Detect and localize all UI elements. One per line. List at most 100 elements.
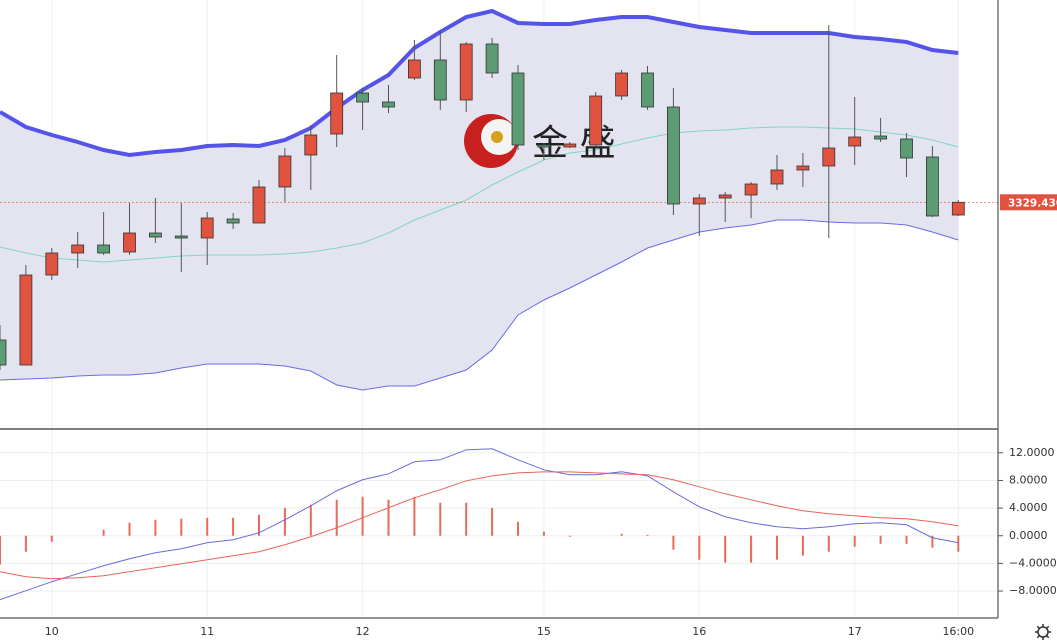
candle-body <box>459 43 473 101</box>
candle-body <box>537 144 551 148</box>
candle-body <box>45 252 59 276</box>
candle-body <box>511 72 525 146</box>
candle-body <box>278 155 292 188</box>
macd-bar <box>258 514 260 536</box>
candle-body <box>226 218 240 224</box>
macd-bar <box>491 507 494 536</box>
macd-bar <box>413 496 416 536</box>
candle-body <box>822 147 836 167</box>
watermark: 金 盛 <box>532 123 615 164</box>
candle-body <box>770 169 784 185</box>
candle-body <box>407 59 421 79</box>
macd-bar <box>776 535 778 560</box>
macd-bar <box>335 499 338 536</box>
x-tick-label: 16 <box>692 625 706 638</box>
macd-bar <box>542 531 545 536</box>
candle-body <box>926 156 939 217</box>
logo <box>491 131 503 143</box>
macd-bar <box>24 535 27 552</box>
candle-body <box>641 72 654 108</box>
y-tick-label: −8.0000 <box>1009 584 1057 597</box>
macd-bar <box>724 535 727 563</box>
macd-bar <box>931 535 934 548</box>
macd-bar <box>361 496 364 536</box>
macd-bar <box>309 504 312 536</box>
candle-body <box>485 43 499 74</box>
candle-body <box>848 136 862 147</box>
macd-bar <box>905 535 908 544</box>
x-tick-label: 10 <box>45 625 59 638</box>
macd-bar <box>957 535 960 552</box>
macd-bar <box>128 522 131 536</box>
band-line <box>0 8 959 158</box>
macd-bar <box>750 535 753 563</box>
macd-bar <box>698 535 701 560</box>
candle-body <box>123 232 136 253</box>
last-price-box <box>1000 194 1057 211</box>
macd-bar <box>50 535 53 542</box>
y-tick-label: 0.0000 <box>1009 529 1048 542</box>
candle-body <box>0 339 7 366</box>
candle-body <box>589 95 603 146</box>
candle-body <box>200 217 214 239</box>
macd-bar <box>102 529 105 536</box>
candle-body <box>667 106 680 205</box>
macd-bar <box>620 533 623 536</box>
macd-bar <box>672 535 675 550</box>
macd-bar <box>853 535 856 547</box>
settings-icon[interactable] <box>1035 624 1051 640</box>
candle-body <box>97 244 110 254</box>
candle-body <box>744 183 758 196</box>
candle-body <box>356 92 370 103</box>
macd-bar <box>879 535 882 544</box>
macd-bar <box>154 519 157 536</box>
candle-body <box>330 92 344 135</box>
candle-body <box>900 138 913 159</box>
x-tick-label: 15 <box>537 625 551 638</box>
macd-bar <box>568 535 571 537</box>
candle-body <box>718 194 732 199</box>
candle-body <box>796 165 810 171</box>
candle-body <box>19 274 33 366</box>
macd-bar <box>465 502 468 536</box>
candle-body <box>563 143 577 148</box>
candle-body <box>382 101 395 108</box>
macd-bar <box>517 521 519 536</box>
macd-bar <box>801 535 804 556</box>
y-tick-label: 8.0000 <box>1009 473 1048 486</box>
candle-body <box>304 134 318 156</box>
candle-body <box>692 197 706 205</box>
last-price-label: 3329.430 <box>1008 197 1057 209</box>
macd-line <box>0 448 959 601</box>
macd-bar <box>180 518 183 536</box>
macd-bar <box>283 507 286 536</box>
macd-bar <box>232 517 235 536</box>
x-tick-label: 12 <box>356 625 370 638</box>
candle-body <box>71 244 85 254</box>
candle-body <box>615 72 628 97</box>
band-line <box>0 126 959 263</box>
macd-bar <box>387 499 390 536</box>
candle-body <box>148 232 162 238</box>
macd-bar <box>646 534 649 536</box>
y-tick-label: −4.0000 <box>1009 556 1057 569</box>
macd-bar <box>439 502 442 536</box>
macd-line <box>0 471 959 580</box>
x-tick-label: 11 <box>200 625 214 638</box>
y-tick-label: 12.0000 <box>1009 446 1055 459</box>
band-line <box>0 219 959 391</box>
x-tick-label: 17 <box>848 625 862 638</box>
candle-body <box>874 135 887 140</box>
candle-body <box>174 235 188 239</box>
candle-body <box>433 59 447 101</box>
candle-body <box>252 186 266 224</box>
candle-body <box>951 201 965 216</box>
macd-bar <box>0 535 1 565</box>
x-tick-label: 16:00 <box>942 625 974 638</box>
band-fill <box>0 11 959 390</box>
macd-bar <box>827 535 830 552</box>
y-tick-label: 4.0000 <box>1009 501 1048 514</box>
macd-bar <box>206 517 209 536</box>
